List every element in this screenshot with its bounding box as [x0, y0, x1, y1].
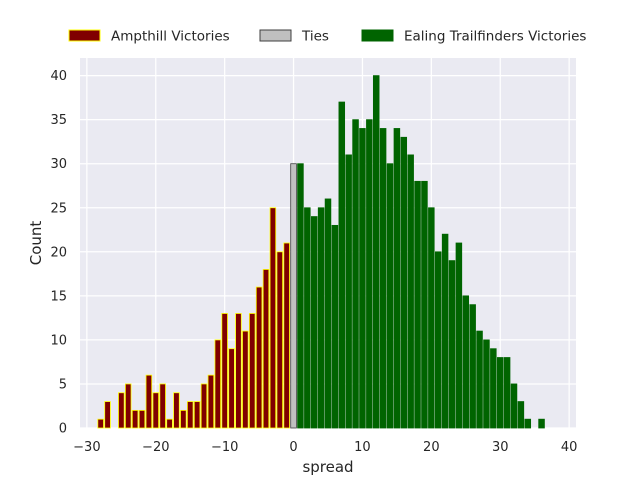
y-tick-label: 0	[59, 422, 67, 437]
histogram-bar	[400, 136, 408, 429]
histogram-bar	[386, 163, 394, 429]
histogram-bar	[255, 286, 263, 429]
histogram-bar	[414, 180, 421, 429]
histogram-bar	[166, 418, 173, 429]
histogram-bar	[290, 163, 297, 429]
histogram-bar	[469, 304, 476, 429]
histogram-bar	[283, 242, 290, 429]
histogram-bar	[214, 339, 222, 429]
bars	[97, 75, 545, 429]
histogram-bar	[538, 418, 545, 429]
histogram-bar	[490, 348, 497, 429]
histogram-bar	[421, 180, 428, 429]
histogram-bar	[517, 401, 525, 429]
x-tick-label: −10	[211, 440, 238, 455]
histogram-bar	[159, 383, 166, 429]
histogram-bar	[310, 216, 318, 429]
histogram-bar	[235, 313, 242, 429]
histogram-bar	[324, 198, 332, 429]
x-tick-label: 20	[423, 440, 440, 455]
histogram-bar	[483, 339, 490, 429]
histogram-bar	[242, 330, 249, 429]
histogram-bar	[173, 392, 180, 429]
histogram-bar	[180, 409, 187, 429]
histogram-bar	[441, 233, 449, 429]
histogram-bar	[269, 207, 277, 429]
y-axis-label: Count	[27, 221, 45, 266]
y-tick-label: 5	[59, 377, 67, 392]
legend: Ampthill Victories Ties Ealing Trailfinder…	[68, 29, 586, 45]
histogram-bar	[145, 374, 153, 429]
histogram-bar	[434, 251, 442, 429]
histogram-bar	[359, 128, 366, 429]
histogram-bar	[338, 101, 346, 429]
histogram-bar	[131, 409, 139, 429]
legend-label: Ties	[301, 29, 329, 45]
x-tick-label: 10	[354, 440, 371, 455]
histogram-bar	[331, 224, 339, 429]
histogram-bar	[352, 119, 359, 429]
y-tick-label: 25	[50, 201, 67, 216]
histogram-bar	[104, 401, 111, 429]
histogram-bar	[393, 128, 401, 429]
legend-swatch	[259, 29, 292, 42]
histogram-bar	[276, 251, 284, 429]
histogram-bar	[428, 207, 435, 429]
histogram-bar	[524, 418, 532, 429]
legend-label: Ampthill Victories	[111, 29, 230, 45]
histogram-bar	[138, 409, 146, 429]
histogram-bar	[379, 128, 387, 429]
y-tick-label: 40	[50, 69, 67, 84]
histogram-bar	[200, 383, 208, 429]
histogram-bar	[366, 119, 373, 429]
histogram-bar	[448, 260, 456, 429]
histogram-bar	[248, 313, 256, 429]
histogram-bar	[97, 418, 104, 429]
x-axis-label: spread	[302, 458, 353, 476]
histogram-bar	[304, 207, 311, 429]
histogram-bar	[345, 154, 352, 429]
histogram-bar	[193, 401, 201, 429]
histogram-bar	[503, 357, 511, 429]
histogram-bar	[262, 269, 270, 429]
histogram-bar	[228, 348, 235, 429]
x-tick-label: −20	[142, 440, 169, 455]
y-tick-label: 10	[50, 333, 67, 348]
histogram-bar	[118, 392, 125, 429]
histogram-bar	[207, 374, 215, 429]
histogram-bar	[372, 75, 380, 429]
histogram-bar	[407, 154, 414, 429]
legend-swatch	[361, 29, 394, 42]
y-tick-label: 35	[50, 113, 67, 128]
x-tick-label: −30	[73, 440, 100, 455]
y-tick-label: 20	[50, 245, 67, 260]
x-tick-labels: −30 −20 −10 0 10 20 30 40	[73, 440, 577, 455]
legend-swatch	[68, 29, 101, 42]
y-tick-labels: 0 5 10 15 20 25 30 35 40	[50, 69, 67, 436]
histogram-bar	[221, 313, 228, 429]
histogram-bar	[317, 207, 325, 429]
legend-label: Ealing Trailfinders Victories	[404, 29, 586, 45]
histogram-bar	[455, 242, 463, 429]
y-tick-label: 15	[50, 289, 67, 304]
x-tick-label: 0	[289, 440, 297, 455]
histogram-bar	[186, 401, 194, 429]
histogram-bar	[297, 163, 304, 429]
x-tick-label: 40	[561, 440, 578, 455]
x-tick-label: 30	[492, 440, 509, 455]
histogram-bar	[476, 330, 483, 429]
y-tick-label: 30	[50, 157, 67, 172]
histogram-bar	[510, 383, 518, 429]
histogram-bar	[496, 357, 504, 429]
histogram-bar	[462, 295, 470, 429]
histogram-bar	[152, 392, 160, 429]
histogram-bar	[124, 383, 132, 429]
